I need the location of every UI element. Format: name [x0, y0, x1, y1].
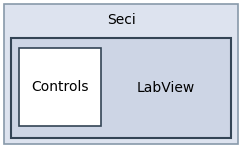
Bar: [11, 38, 231, 138]
Text: Seci: Seci: [107, 13, 135, 27]
Text: Controls: Controls: [31, 80, 89, 94]
Text: LabView: LabView: [137, 81, 195, 95]
Bar: [19, 48, 101, 126]
